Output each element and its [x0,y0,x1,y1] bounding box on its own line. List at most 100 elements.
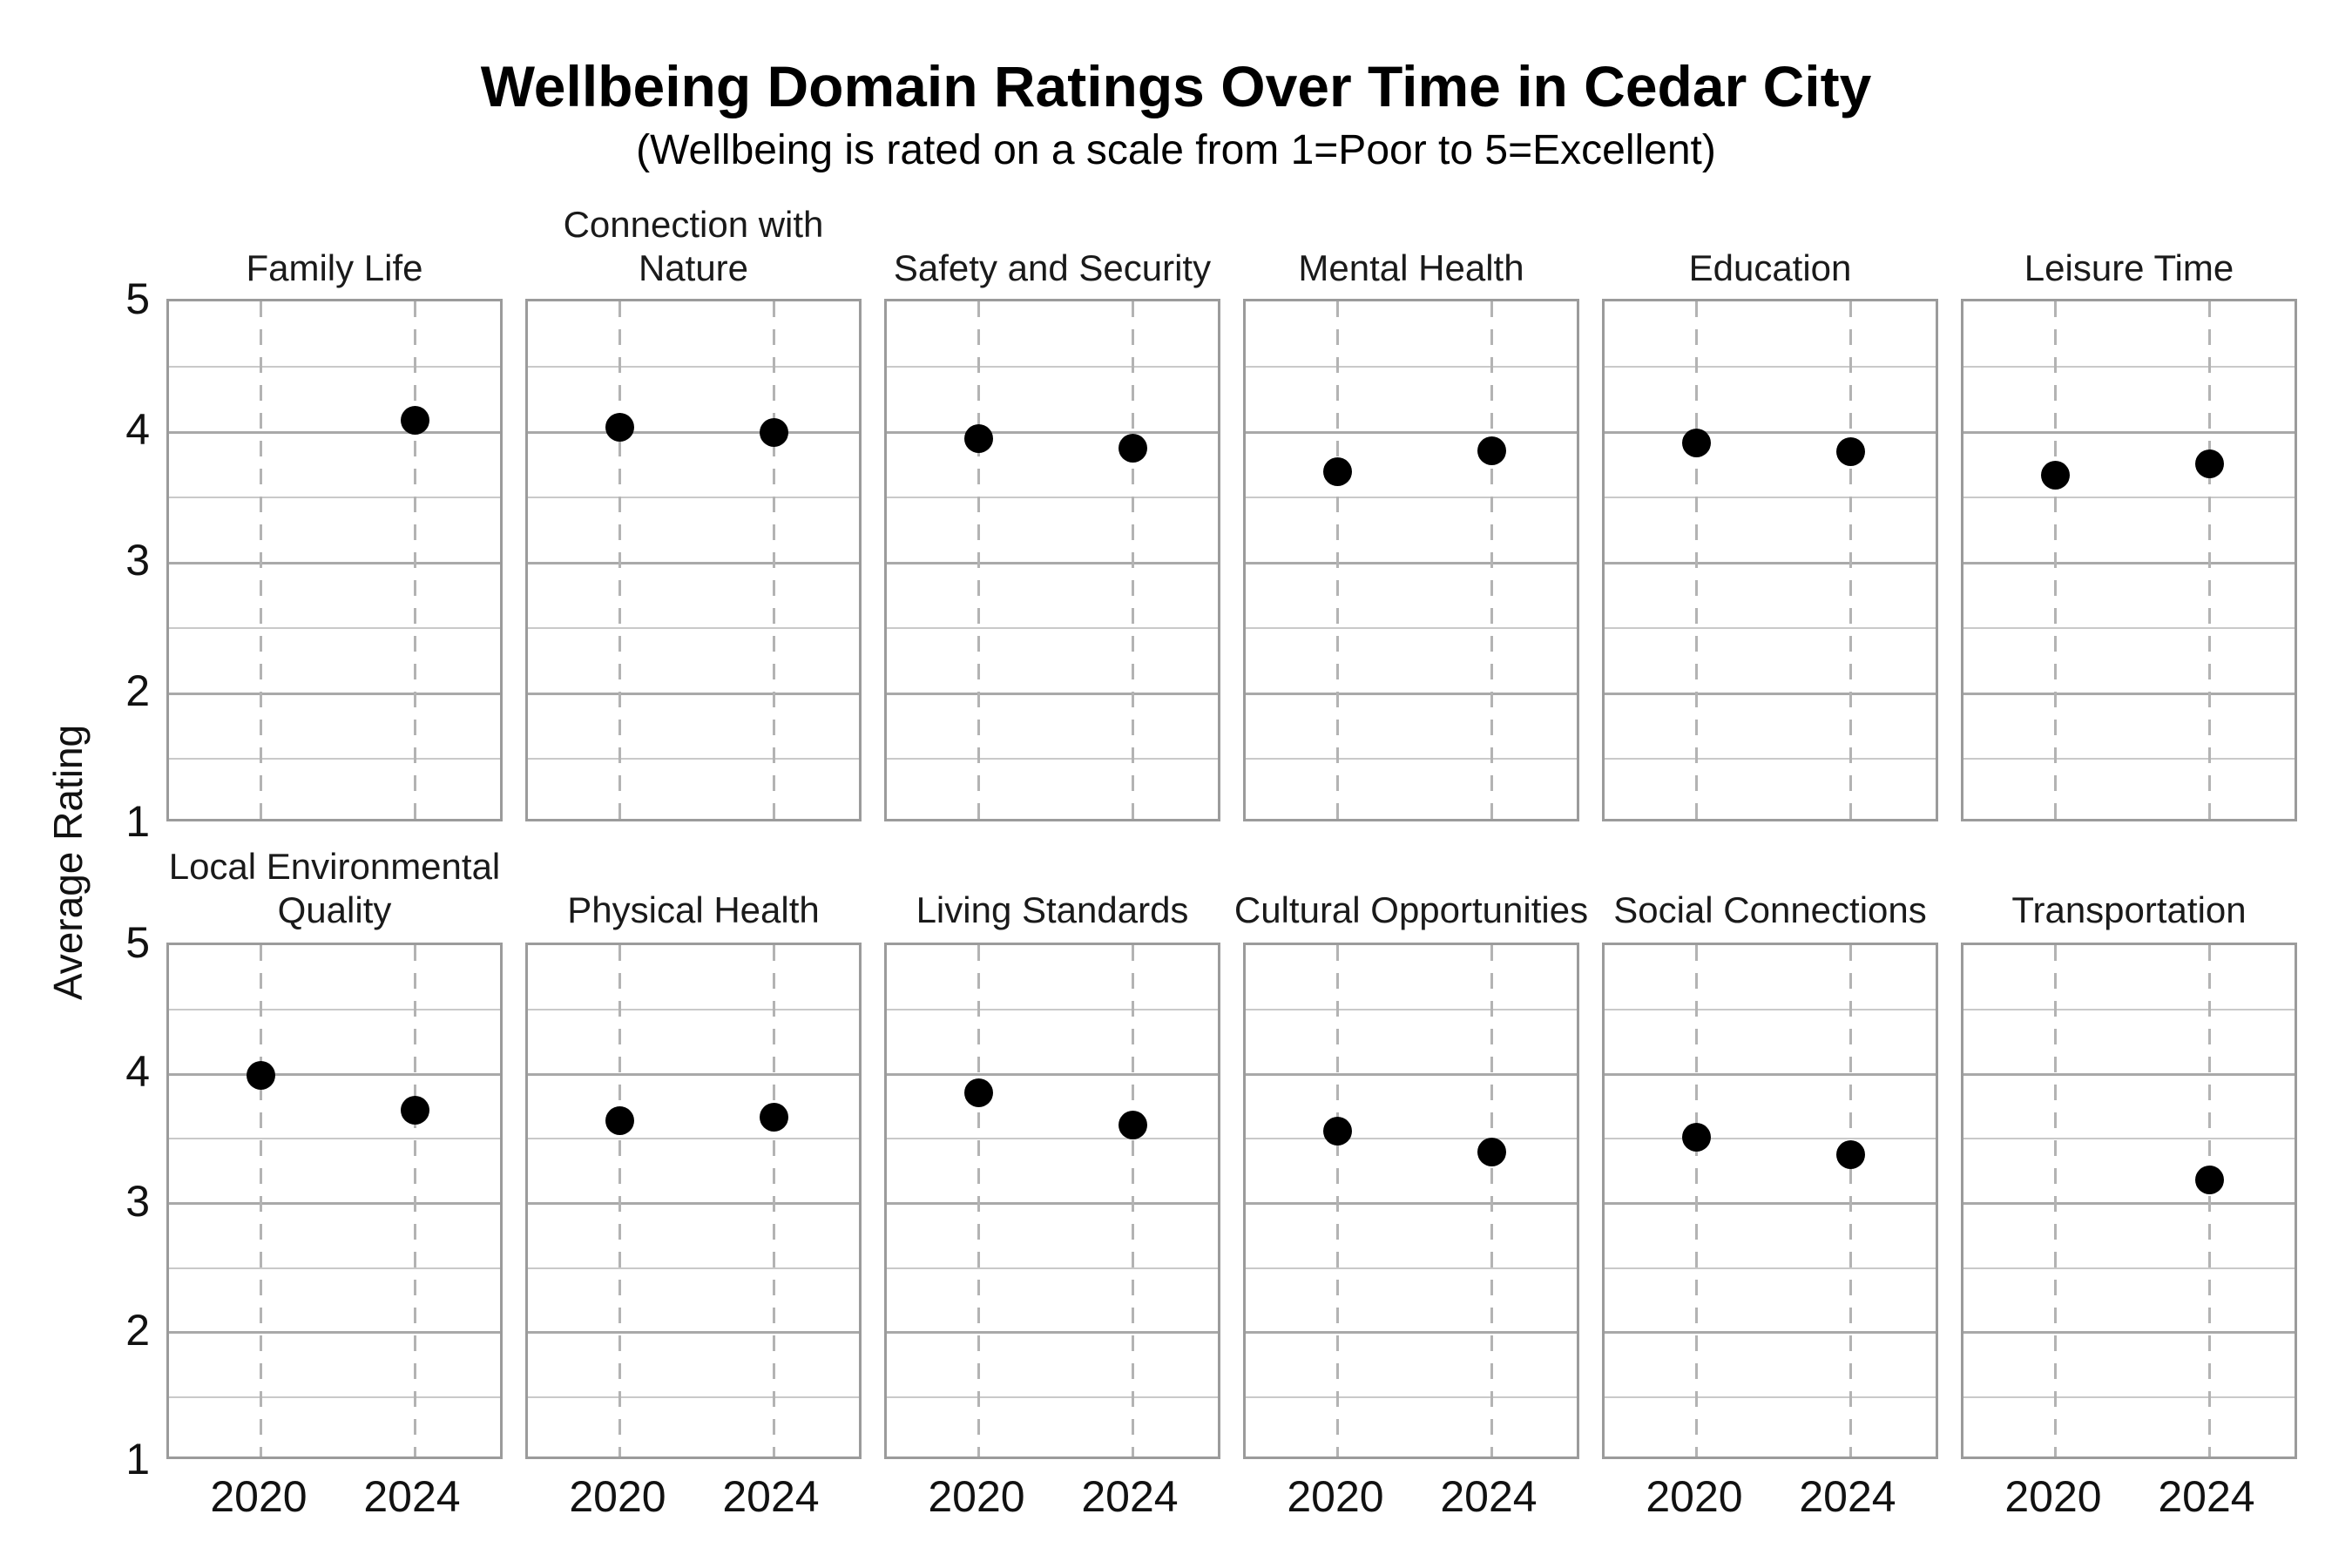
dashed-year-gridline [618,301,622,819]
gridline [1246,1138,1577,1140]
gridline [887,758,1218,760]
dashed-year-gridline [1336,301,1340,819]
gridline [169,430,500,434]
x-tick-label: 2020 [569,1472,666,1521]
panel [525,943,862,1459]
gridline [1246,497,1577,498]
gridline [887,1138,1218,1140]
gridline [887,627,1218,629]
data-point [2194,449,2224,478]
dashed-year-gridline [1848,301,1852,819]
x-tick-label: 2024 [1440,1472,1538,1521]
data-point [964,424,994,453]
gridline [1963,1009,2295,1011]
gridline [1963,430,2295,434]
gridline [1605,1138,1936,1140]
gridline [1963,1267,2295,1269]
data-point [605,412,635,442]
data-point [1682,1123,1712,1152]
panel [525,299,862,821]
y-tick-label: 4 [125,405,150,454]
gridline [887,1396,1218,1398]
gridline [887,1202,1218,1205]
x-tick-label: 2020 [210,1472,308,1521]
gridline [169,1396,500,1398]
panel [1602,943,1938,1459]
gridline [887,430,1218,434]
dashed-year-gridline [1490,301,1493,819]
panel-title: Education [1688,247,1852,288]
gridline [1246,561,1577,564]
gridline [1963,758,2295,760]
gridline [1246,1009,1577,1011]
gridline [1605,1072,1936,1076]
gridline [528,366,859,368]
dashed-year-gridline [1848,945,1852,1456]
panel-title: Safety and Security [893,247,1212,288]
y-tick-label: 2 [125,1305,150,1355]
y-tick-label: 1 [125,797,150,846]
gridline [528,430,859,434]
dashed-year-gridline [2054,945,2058,1456]
gridline [528,1267,859,1269]
gridline [887,561,1218,564]
gridline [169,758,500,760]
y-tick-label: 3 [125,536,150,585]
panel [884,943,1220,1459]
dashed-year-gridline [260,945,263,1456]
panel-title: Social Connections [1613,889,1927,930]
gridline [528,1009,859,1011]
panel-title: Physical Health [567,889,820,930]
x-tick-label: 2024 [1081,1472,1179,1521]
gridline [169,1331,500,1335]
gridline [887,497,1218,498]
gridline [887,1009,1218,1011]
panel [1961,299,2297,821]
dashed-year-gridline [1131,301,1134,819]
gridline [1246,1072,1577,1076]
panel-title: Leisure Time [2024,247,2234,288]
dashed-year-gridline [1490,945,1493,1456]
dashed-year-gridline [618,945,622,1456]
panel [884,299,1220,821]
gridline [1605,758,1936,760]
dashed-year-gridline [977,945,981,1456]
panel [166,299,503,821]
gridline [169,692,500,695]
data-point [605,1106,635,1136]
gridline [1605,627,1936,629]
gridline [1963,1202,2295,1205]
x-tick-label: 2020 [2004,1472,2102,1521]
gridline [528,561,859,564]
gridline [1605,1009,1936,1011]
dashed-year-gridline [1336,945,1340,1456]
data-point [1118,1110,1147,1139]
panel [1961,943,2297,1459]
gridline [1246,1267,1577,1269]
panel [1602,299,1938,821]
x-tick-label: 2020 [1287,1472,1384,1521]
gridline [887,692,1218,695]
gridline [1963,1138,2295,1140]
gridline [1605,497,1936,498]
dashed-year-gridline [260,301,263,819]
gridline [169,1138,500,1140]
y-tick-label: 1 [125,1435,150,1484]
dashed-year-gridline [2207,301,2211,819]
gridline [1963,1331,2295,1335]
gridline [1605,692,1936,695]
panel-title: Mental Health [1298,247,1524,288]
gridline [1605,561,1936,564]
gridline [1605,366,1936,368]
data-point [1835,437,1865,466]
gridline [1605,1331,1936,1335]
gridline [1246,430,1577,434]
data-point [1477,1137,1506,1166]
data-point [1118,433,1147,463]
dashed-year-gridline [1695,945,1699,1456]
x-tick-label: 2024 [363,1472,461,1521]
data-point [1323,456,1353,486]
gridline [528,758,859,760]
gridline [169,366,500,368]
